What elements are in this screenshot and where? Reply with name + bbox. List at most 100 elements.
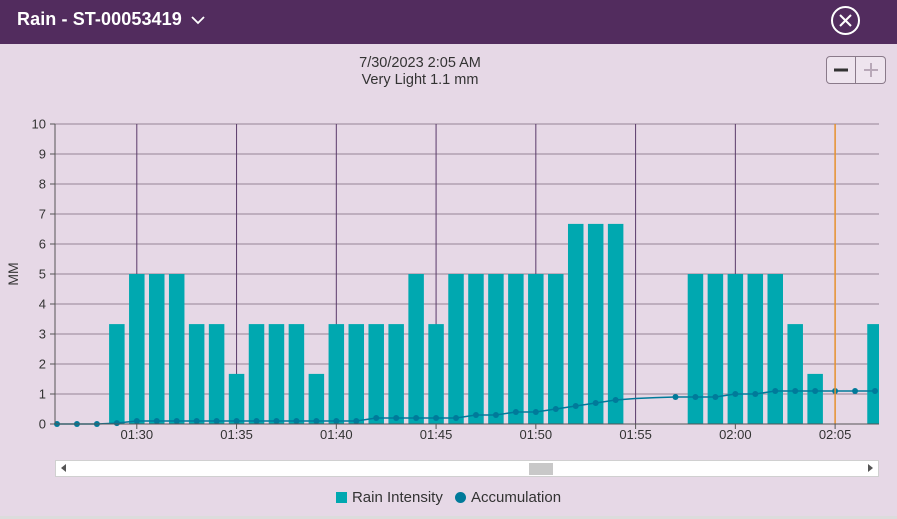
intensity-bar bbox=[468, 274, 484, 424]
accumulation-point bbox=[133, 418, 140, 424]
intensity-bar bbox=[807, 373, 823, 424]
scrollbar-thumb[interactable] bbox=[529, 463, 553, 475]
intensity-bar bbox=[727, 274, 744, 424]
y-tick-label: 5 bbox=[39, 267, 46, 282]
accumulation-point bbox=[353, 418, 360, 424]
intensity-bar bbox=[109, 324, 125, 424]
intensity-bar bbox=[388, 324, 404, 424]
chart-caption: 7/30/2023 2:05 AM Very Light 1.1 mm bbox=[0, 55, 840, 89]
x-tick-labels: 01:30 01:35 01:40 01:45 01:50 01:55 02:00 02:05 bbox=[121, 427, 852, 442]
caption-datetime: 7/30/2023 2:05 AM bbox=[359, 55, 481, 71]
accumulation-point bbox=[193, 418, 200, 424]
intensity-bar bbox=[268, 324, 285, 424]
intensity-bar bbox=[208, 324, 225, 424]
y-tick-labels: 0 1 2 3 4 5 6 7 8 9 10 bbox=[32, 117, 46, 432]
zoom-in-button[interactable] bbox=[856, 56, 886, 84]
legend-label-intensity: Rain Intensity bbox=[351, 489, 443, 506]
x-tick-label: 02:00 bbox=[719, 427, 752, 442]
page-title: Rain - ST-00053419 bbox=[17, 9, 182, 29]
bottom-border bbox=[0, 516, 897, 519]
scroll-right-icon[interactable] bbox=[868, 464, 873, 472]
y-tick-label: 7 bbox=[39, 207, 46, 222]
station-selector[interactable]: Rain - ST-00053419 bbox=[17, 9, 205, 30]
y-tick-label: 4 bbox=[39, 297, 46, 312]
x-tick-label: 01:55 bbox=[619, 427, 652, 442]
legend-item-rain-intensity[interactable]: Rain Intensity bbox=[335, 489, 443, 506]
accumulation-point bbox=[253, 418, 260, 424]
intensity-bar bbox=[328, 324, 345, 424]
y-tick-label: 3 bbox=[39, 327, 46, 342]
legend: Rain Intensity Accumulation bbox=[0, 489, 897, 507]
intensity-bar bbox=[228, 373, 245, 424]
y-tick-label: 0 bbox=[39, 417, 46, 432]
accumulation-point bbox=[732, 391, 739, 397]
intensity-bar bbox=[428, 324, 444, 424]
intensity-bar bbox=[168, 274, 185, 424]
accumulation-point bbox=[313, 418, 320, 424]
x-tick-label: 01:40 bbox=[320, 427, 353, 442]
minus-icon bbox=[834, 68, 848, 72]
scroll-left-icon[interactable] bbox=[61, 464, 66, 472]
accumulation-point bbox=[393, 415, 400, 421]
accumulation-point bbox=[433, 415, 440, 421]
accumulation-point bbox=[672, 394, 679, 400]
accumulation-point bbox=[812, 388, 819, 394]
legend-label-accumulation: Accumulation bbox=[471, 489, 562, 506]
accumulation-point bbox=[792, 388, 799, 394]
zoom-out-button[interactable] bbox=[826, 56, 856, 84]
accumulation-series bbox=[53, 388, 879, 427]
x-tick-label: 01:45 bbox=[420, 427, 453, 442]
square-icon bbox=[335, 492, 347, 503]
accumulation-point bbox=[293, 418, 300, 424]
intensity-bar bbox=[488, 274, 504, 424]
y-axis-label: MM bbox=[5, 262, 21, 285]
accumulation-point bbox=[492, 412, 499, 418]
accumulation-point bbox=[512, 409, 519, 415]
intensity-bar bbox=[567, 223, 584, 424]
x-tick-label: 01:35 bbox=[220, 427, 253, 442]
intensity-bar bbox=[448, 274, 464, 424]
intensity-bar bbox=[348, 324, 365, 424]
accumulation-point bbox=[552, 406, 559, 412]
intensity-bar bbox=[408, 274, 424, 424]
legend-item-accumulation[interactable]: Accumulation bbox=[455, 489, 561, 506]
caption-summary: Very Light 1.1 mm bbox=[361, 72, 479, 88]
accumulation-point bbox=[173, 418, 180, 424]
y-tick-label: 1 bbox=[39, 387, 46, 402]
intensity-bar bbox=[528, 274, 544, 424]
header-bar: Rain - ST-00053419 bbox=[0, 0, 897, 44]
intensity-bar bbox=[687, 274, 704, 424]
accumulation-line bbox=[56, 390, 876, 425]
zoom-controls bbox=[826, 56, 888, 86]
accumulation-point bbox=[772, 388, 779, 394]
accumulation-point bbox=[273, 418, 280, 424]
x-tick-label: 01:30 bbox=[121, 427, 154, 442]
accumulation-point bbox=[572, 403, 579, 409]
intensity-bar bbox=[288, 324, 305, 424]
x-tick-label: 02:05 bbox=[819, 427, 852, 442]
intensity-bar bbox=[607, 223, 624, 424]
intensity-bar bbox=[867, 324, 879, 424]
accumulation-point bbox=[472, 412, 479, 418]
axes bbox=[54, 124, 879, 425]
y-tick-label: 6 bbox=[39, 237, 46, 252]
accumulation-point bbox=[752, 391, 759, 397]
intensity-bar bbox=[787, 324, 803, 424]
accumulation-point bbox=[872, 388, 879, 394]
accumulation-point bbox=[373, 415, 380, 421]
chevron-down-icon bbox=[191, 15, 205, 24]
close-icon[interactable] bbox=[830, 5, 861, 36]
y-tick-label: 9 bbox=[39, 147, 46, 162]
accumulation-point bbox=[592, 400, 599, 406]
accumulation-point bbox=[413, 415, 420, 421]
accumulation-point bbox=[213, 418, 220, 424]
dot-icon bbox=[455, 492, 466, 503]
intensity-bar bbox=[149, 274, 165, 424]
accumulation-point bbox=[233, 418, 240, 424]
accumulation-point bbox=[612, 397, 619, 403]
accumulation-point bbox=[453, 415, 460, 421]
intensity-bar bbox=[129, 274, 145, 424]
x-tick-label: 01:50 bbox=[520, 427, 553, 442]
time-scrollbar[interactable] bbox=[55, 460, 879, 477]
intensity-bar bbox=[508, 274, 524, 424]
